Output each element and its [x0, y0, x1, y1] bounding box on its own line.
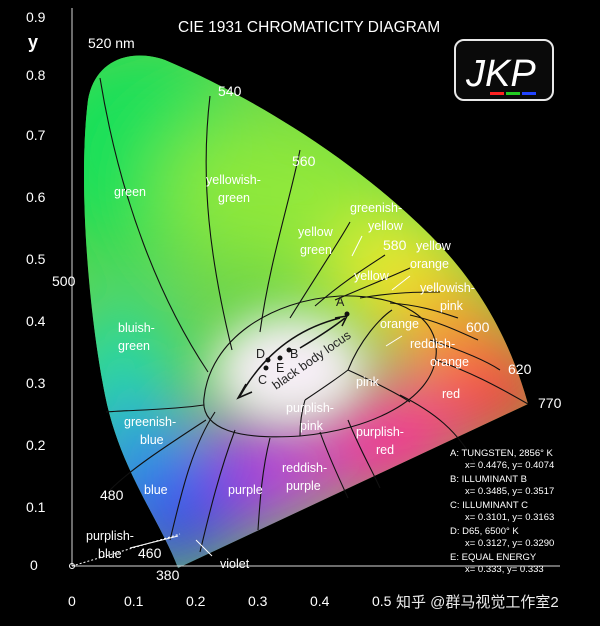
region-yellow-orange-2: orange — [410, 257, 449, 271]
region-pink: pink — [356, 375, 380, 389]
legend-c-coords: x= 0.3101, y= 0.3163 — [465, 512, 554, 523]
region-reddish-orange-1: reddish- — [410, 337, 455, 351]
region-purplish-red-1: purplish- — [356, 425, 404, 439]
region-greenish-blue-2: blue — [140, 433, 164, 447]
legend-b-coords: x= 0.3485, y= 0.3517 — [465, 486, 554, 497]
point-c-label: C — [258, 373, 267, 387]
y-tick-0.6: 0.6 — [26, 189, 46, 205]
region-bluish-green-2: green — [118, 339, 150, 353]
wl-770: 770 — [538, 395, 562, 411]
y-tick-0.2: 0.2 — [26, 437, 46, 453]
region-yellow: yellow — [354, 269, 390, 283]
region-yellowish-pink-1: yellowish- — [420, 281, 475, 295]
legend-e-coords: x= 0.333, y= 0.333 — [465, 564, 544, 575]
region-purplish-red-2: red — [376, 443, 394, 457]
wl-380: 380 — [156, 567, 180, 583]
x-tick-0.2: 0.2 — [186, 593, 206, 609]
legend-c-title: C: ILLUMINANT C — [450, 500, 528, 511]
legend-e-title: E: EQUAL ENERGY — [450, 552, 537, 563]
y-tick-0.7: 0.7 — [26, 127, 46, 143]
y-tick-0.5: 0.5 — [26, 251, 46, 267]
wl-560: 560 — [292, 153, 316, 169]
wl-500: 500 — [52, 273, 76, 289]
y-tick-0.4: 0.4 — [26, 313, 46, 329]
y-tick-0: 0 — [30, 557, 38, 573]
point-a-label: A — [336, 295, 345, 309]
x-tick-0.4: 0.4 — [310, 593, 330, 609]
wl-460: 460 — [138, 545, 162, 561]
region-reddish-orange-2: orange — [430, 355, 469, 369]
region-violet: violet — [220, 557, 250, 571]
y-tick-0.9: 0.9 — [26, 9, 46, 25]
y-tick-0.3: 0.3 — [26, 375, 46, 391]
origin-marker — [69, 563, 75, 569]
region-yellowish-green-2: green — [218, 191, 250, 205]
point-c-marker — [263, 365, 269, 371]
jkp-logo: JKP — [454, 39, 554, 101]
point-e-label: E — [276, 361, 284, 375]
region-reddish-purple-1: reddish- — [282, 461, 327, 475]
wl-580: 580 — [383, 237, 407, 253]
legend-b-title: B: ILLUMINANT B — [450, 474, 527, 485]
point-e-marker — [277, 355, 283, 361]
wl-520: 520 nm — [88, 35, 135, 51]
illuminant-legend: A: TUNGSTEN, 2856° K x= 0.4476, y= 0.407… — [450, 448, 554, 575]
wl-480: 480 — [100, 487, 124, 503]
region-greenish-yellow-1: greenish- — [350, 201, 402, 215]
region-greenish-yellow-2: yellow — [368, 219, 404, 233]
region-orange: orange — [380, 317, 419, 331]
axes — [69, 8, 560, 569]
legend-d-title: D: D65, 6500° K — [450, 526, 519, 537]
region-reddish-purple-2: purple — [286, 479, 321, 493]
point-b-label: B — [290, 347, 298, 361]
x-tick-0: 0 — [68, 593, 76, 609]
point-b-marker — [286, 347, 292, 353]
svg-text:JKP: JKP — [465, 53, 536, 95]
region-purplish-pink-2: pink — [300, 419, 324, 433]
region-blue: blue — [144, 483, 168, 497]
region-boundaries — [99, 77, 529, 553]
region-purplish-blue-1: purplish- — [86, 529, 134, 543]
x-tick-0.5: 0.5 — [372, 593, 392, 609]
y-axis-label: y — [28, 32, 38, 52]
region-greenish-blue-1: greenish- — [124, 415, 176, 429]
legend-d-coords: x= 0.3127, y= 0.3290 — [465, 538, 554, 549]
point-d-marker — [265, 357, 271, 363]
region-purple: purple — [228, 483, 263, 497]
region-purplish-blue-2: blue — [98, 547, 122, 561]
x-tick-0.3: 0.3 — [248, 593, 268, 609]
x-tick-0.1: 0.1 — [124, 593, 144, 609]
black-body-locus — [236, 311, 350, 400]
diagram-title: CIE 1931 CHROMATICITY DIAGRAM — [178, 19, 440, 36]
region-yellowish-green-1: yellowish- — [206, 173, 261, 187]
y-tick-0.8: 0.8 — [26, 67, 46, 83]
wl-540: 540 — [218, 83, 242, 99]
watermark: 知乎 @群马视觉工作室2 — [396, 594, 559, 611]
point-d-label: D — [256, 347, 265, 361]
point-a-marker — [344, 311, 350, 317]
region-red: red — [442, 387, 460, 401]
legend-a-coords: x= 0.4476, y= 0.4074 — [465, 460, 554, 471]
region-yellow-green-2: green — [300, 243, 332, 257]
y-tick-0.1: 0.1 — [26, 499, 46, 515]
region-green: green — [114, 185, 146, 199]
wl-620: 620 — [508, 361, 532, 377]
region-yellowish-pink-2: pink — [440, 299, 464, 313]
region-purplish-pink-1: purplish- — [286, 401, 334, 415]
region-yellow-orange-1: yellow — [416, 239, 452, 253]
wl-600: 600 — [466, 319, 490, 335]
region-bluish-green-1: bluish- — [118, 321, 155, 335]
legend-a-title: A: TUNGSTEN, 2856° K — [450, 448, 554, 459]
region-yellow-green-1: yellow — [298, 225, 334, 239]
